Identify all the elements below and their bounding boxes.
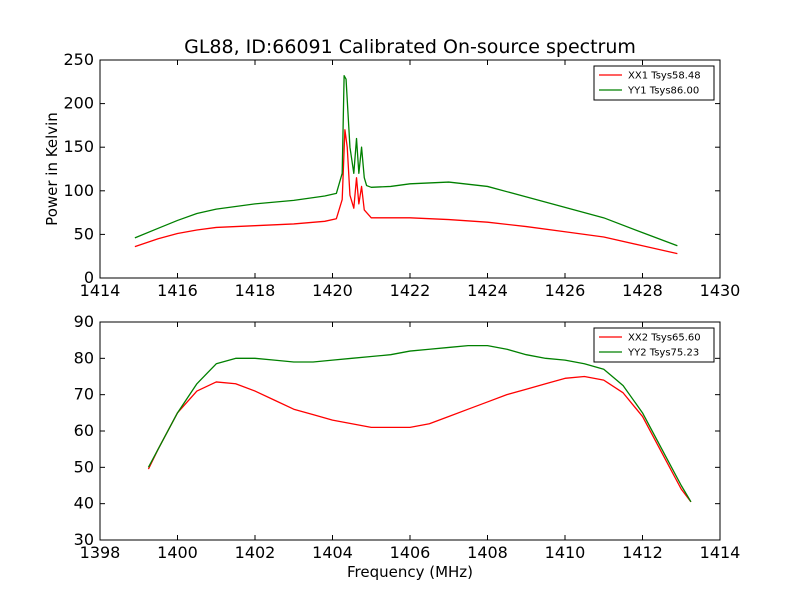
y-tick-label: 200 [63,94,94,113]
x-tick-label: 1420 [312,281,353,300]
legend-box [593,327,715,363]
x-tick-label: 1426 [545,281,586,300]
x-tick-label: 1414 [700,543,741,562]
x-tick-label: 1412 [622,543,663,562]
x-tick-label: 1400 [157,543,198,562]
y-tick-label: 30 [74,530,94,549]
x-tick-label: 1416 [157,281,198,300]
bottom-panel: 1398 1400 1402 1404 1406 1408 1410 1412 1414 30 40… [74,312,741,581]
x-tick-label: 1404 [312,543,353,562]
y-tick-label: 0 [84,268,94,287]
y-tick-label: 70 [74,385,94,404]
x-tick-label: 1422 [390,281,431,300]
y-tick-label: 80 [74,348,94,367]
series-line-2-2 [147,344,692,503]
y-tick-label: 100 [63,181,94,200]
x-axis-label: Frequency (MHz) [347,563,473,581]
x-tick-label: 1428 [622,281,663,300]
x-tick-label: 1418 [235,281,276,300]
series-line-1-1 [134,129,678,255]
x-tick-label: 1398 [80,543,121,562]
x-tick-label: 1408 [467,543,508,562]
x-tick-label: 1414 [80,281,121,300]
legend: XX1 Tsys58.48 YY1 Tsys86.00 [593,65,715,101]
legend-label: XX2 Tsys65.60 [628,333,701,344]
x-tick-label: 1402 [235,543,276,562]
y-tick-label: 150 [63,137,94,156]
legend-box [593,65,715,101]
y-tick-label: 40 [74,494,94,513]
x-tick-label: 1406 [390,543,431,562]
x-tick-label: 1424 [467,281,508,300]
top-panel: 1414 1416 1418 1420 1422 1424 1426 1428 1430 0 50 1… [43,50,740,300]
y-tick-label: 50 [74,457,94,476]
legend: XX2 Tsys65.60 YY2 Tsys75.23 [593,327,715,363]
chart-title: GL88, ID:66091 Calibrated On-source spec… [184,36,636,58]
legend-label: XX1 Tsys58.48 [628,71,701,82]
legend-label: YY2 Tsys75.23 [627,348,699,359]
x-tick-label: 1430 [700,281,741,300]
y-tick-label: 250 [63,50,94,69]
x-tick-label: 1410 [545,543,586,562]
y-tick-label: 60 [74,421,94,440]
legend-label: YY1 Tsys86.00 [627,86,699,97]
y-tick-label: 50 [74,224,94,243]
y-tick-label: 90 [74,312,94,331]
series-line-1-2 [134,75,678,247]
y-axis-label: Power in Kelvin [43,112,61,226]
series-line-2-1 [147,375,692,503]
